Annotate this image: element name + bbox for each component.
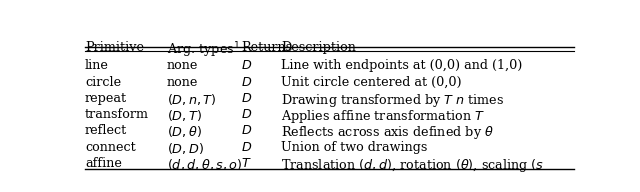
- Text: $(D, \theta)$: $(D, \theta)$: [167, 124, 202, 139]
- Text: circle: circle: [85, 75, 121, 89]
- Text: Line with endpoints at (0,0) and (1,0): Line with endpoints at (0,0) and (1,0): [281, 59, 522, 72]
- Text: Union of two drawings: Union of two drawings: [281, 141, 428, 154]
- Text: Translation $(d, d)$, rotation $(\theta)$, scaling $(s$: Translation $(d, d)$, rotation $(\theta)…: [281, 157, 544, 174]
- Text: $D$: $D$: [241, 75, 252, 89]
- Text: $D$: $D$: [241, 124, 252, 137]
- Text: none: none: [167, 59, 198, 72]
- Text: Arg. types$^1$: Arg. types$^1$: [167, 41, 240, 60]
- Text: line: line: [85, 59, 109, 72]
- Text: Primitive: Primitive: [85, 41, 144, 54]
- Text: $(D, D)$: $(D, D)$: [167, 141, 204, 156]
- Text: $T$: $T$: [241, 157, 252, 170]
- Text: affine: affine: [85, 157, 122, 170]
- Text: $(D, n, T)$: $(D, n, T)$: [167, 92, 216, 107]
- Text: $D$: $D$: [241, 59, 252, 72]
- Text: Drawing transformed by $T$ $n$ times: Drawing transformed by $T$ $n$ times: [281, 92, 504, 109]
- Text: repeat: repeat: [85, 92, 127, 105]
- Text: $D$: $D$: [241, 108, 252, 121]
- Text: none: none: [167, 75, 198, 89]
- Text: Applies affine transformation $T$: Applies affine transformation $T$: [281, 108, 485, 125]
- Text: Reflects across axis defined by $\theta$: Reflects across axis defined by $\theta$: [281, 124, 494, 141]
- Text: $D$: $D$: [241, 92, 252, 105]
- Text: Description: Description: [281, 41, 356, 54]
- Text: $(d, d, \theta, s, o)$: $(d, d, \theta, s, o)$: [167, 157, 242, 172]
- Text: connect: connect: [85, 141, 136, 154]
- Text: reflect: reflect: [85, 124, 127, 137]
- Text: Returns: Returns: [241, 41, 292, 54]
- Text: $(D, T)$: $(D, T)$: [167, 108, 202, 123]
- Text: Unit circle centered at (0,0): Unit circle centered at (0,0): [281, 75, 461, 89]
- Text: $D$: $D$: [241, 141, 252, 154]
- Text: transform: transform: [85, 108, 149, 121]
